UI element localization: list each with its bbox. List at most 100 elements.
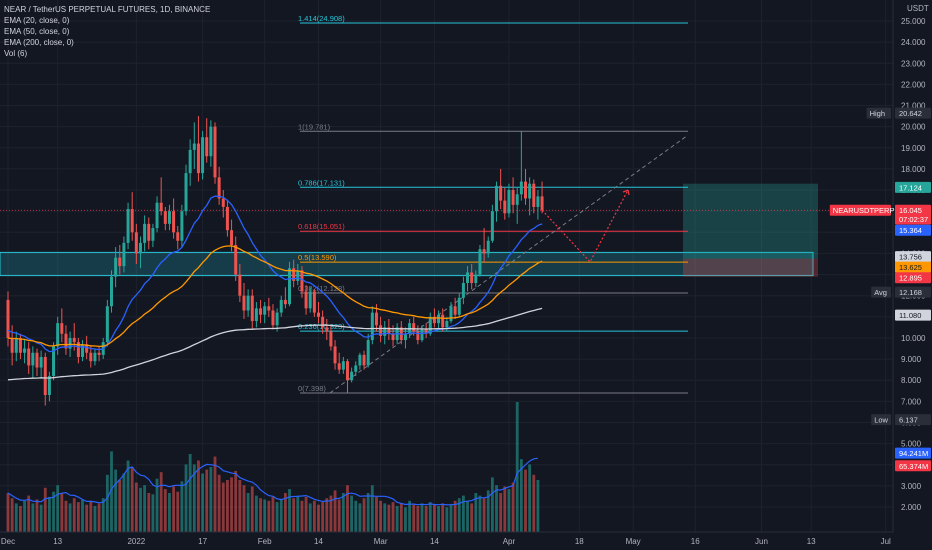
volume-bar — [31, 503, 35, 532]
price-tag-box — [895, 251, 931, 263]
volume-bar — [234, 470, 238, 532]
symbol-title[interactable]: NEAR / TetherUS PERPETUAL FUTURES, 1D, B… — [4, 5, 211, 14]
volume-ma-line — [7, 457, 538, 506]
volume-bar — [81, 499, 84, 532]
price-tag-label: Avg — [874, 288, 887, 297]
volume-bar — [424, 506, 428, 532]
price-tag-label-box — [866, 107, 891, 119]
volume-bar — [192, 464, 196, 532]
candle-body — [138, 242, 142, 254]
time-tick-label: 2022 — [127, 537, 145, 546]
volume-bar — [64, 500, 68, 532]
candle-body — [242, 295, 246, 311]
position-target-zone[interactable] — [683, 183, 818, 259]
candle-body — [403, 333, 407, 341]
candle-body — [196, 143, 200, 174]
ema-line — [7, 307, 543, 381]
fibonacci-retracement[interactable]: 1.414(24.908) 1(19.781) 0.786(17.131) 0.618… — [298, 14, 689, 394]
candle-body — [23, 348, 27, 353]
volume-bar — [97, 503, 101, 532]
candle-body — [507, 190, 511, 214]
volume-bar — [246, 493, 250, 532]
time-tick-label: 13 — [53, 537, 62, 546]
candle-body — [118, 257, 122, 267]
candle-body — [93, 352, 97, 362]
volume-bar — [230, 477, 233, 532]
candle-body — [428, 316, 432, 334]
candle-body — [254, 308, 258, 322]
volume-bar — [362, 498, 366, 532]
price-tick-label: 24.000 — [901, 38, 926, 47]
projection-line[interactable] — [541, 189, 629, 263]
volume-bar — [453, 500, 457, 532]
price-tag-value: 65.374M — [899, 462, 928, 471]
candle-body — [321, 316, 325, 328]
volume-bar — [176, 491, 180, 532]
projection-path[interactable] — [541, 189, 630, 263]
candle-body — [337, 363, 341, 370]
volume-bar — [499, 493, 503, 532]
drawing-zones — [0, 183, 893, 277]
volume-bar — [68, 503, 72, 532]
volume-bar — [217, 474, 221, 532]
price-tag-label: High — [870, 109, 885, 118]
chart-legend: NEAR / TetherUS PERPETUAL FUTURES, 1D, B… — [4, 4, 210, 59]
volume-bar — [420, 503, 424, 532]
volume-bar — [482, 498, 486, 532]
price-tick-label: 9.000 — [901, 355, 922, 364]
candle-body — [275, 312, 279, 326]
candle-body — [52, 346, 56, 376]
legend-volume[interactable]: Vol (6) — [4, 49, 28, 58]
price-tick-label: 2.000 — [901, 503, 922, 512]
volume-bar — [366, 493, 370, 532]
price-tick-label: 20.000 — [901, 123, 926, 132]
time-tick-label: 18 — [575, 537, 584, 546]
candle-body — [536, 196, 540, 207]
price-tag-value: 15.364 — [899, 226, 922, 235]
candle-body — [482, 249, 486, 254]
candle-body — [515, 194, 519, 205]
candle-body — [221, 198, 225, 207]
price-tick-label: 23.000 — [901, 59, 926, 68]
fib-trend-line[interactable] — [329, 134, 689, 394]
candle-body — [453, 306, 457, 315]
candle-body — [358, 354, 362, 366]
price-tick-label: 22.000 — [901, 80, 926, 89]
legend-ema-50[interactable]: EMA (50, close, 0) — [4, 27, 70, 36]
candle-body — [437, 314, 441, 324]
legend-ema-200[interactable]: EMA (200, close, 0) — [4, 38, 74, 47]
candle-body — [97, 352, 101, 355]
volume-bar — [23, 500, 26, 532]
price-tag-value: 13.756 — [899, 253, 922, 262]
position-stop-zone[interactable] — [683, 258, 818, 277]
fib-level-label: 1.414(24.908) — [298, 14, 345, 23]
candle-body — [350, 371, 354, 381]
fib-level-label: 0.382(12.128) — [298, 284, 345, 293]
candle-body — [391, 333, 395, 341]
volume-bar — [408, 500, 411, 532]
volume-bar — [72, 498, 76, 532]
support-zone[interactable] — [0, 251, 814, 277]
time-tick-label: 14 — [430, 537, 439, 546]
volume-bar — [370, 485, 374, 532]
volume-bar — [155, 478, 159, 532]
volume-bar — [271, 496, 275, 532]
candle-body — [288, 268, 292, 305]
candle-body — [420, 329, 424, 341]
time-axis[interactable]: Dec 13 2022 17 Feb 14 Mar 14 Apr 18 May 16 Jun 13 Jul — [0, 531, 893, 546]
volume-bar — [416, 506, 420, 532]
candle-body — [192, 143, 196, 150]
volume-bar — [143, 485, 147, 532]
candle-body — [76, 342, 80, 357]
volume-bar — [321, 502, 325, 532]
candle-body — [126, 209, 130, 243]
candle-body — [466, 272, 470, 284]
volume-bar — [346, 485, 349, 532]
volume-bar — [122, 473, 126, 532]
legend-ema-20[interactable]: EMA (20, close, 0) — [4, 16, 70, 25]
volume-bar — [279, 499, 283, 532]
volume-bar — [134, 482, 138, 532]
volume-bar — [267, 500, 271, 532]
candle-body — [300, 270, 304, 292]
